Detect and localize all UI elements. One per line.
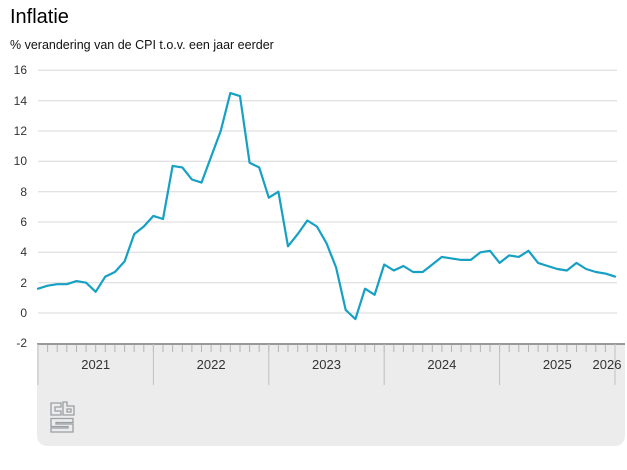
y-axis-label: 2 [20,275,27,290]
chart-title: Inflatie [10,6,69,28]
x-axis-year-label: 2026 [592,357,622,372]
chart-subtitle: % verandering van de CPI t.o.v. een jaar… [10,38,274,52]
x-axis-year-label: 2023 [312,357,341,372]
x-axis-year-label: 2022 [196,357,226,372]
inflation-line [36,91,617,321]
y-axis-label: 16 [13,63,27,78]
y-axis-label: 14 [13,93,27,108]
y-axis-label: 10 [13,154,27,169]
x-axis-year-label: 2021 [81,357,111,372]
x-axis-year-label: 2025 [542,357,572,372]
x-axis-year-label: 2024 [427,357,457,372]
y-axis-label: 12 [13,124,27,138]
y-axis-label: 8 [20,184,27,199]
y-axis-label: 0 [20,306,27,320]
y-axis-label: -2 [16,336,27,351]
y-axis-label: 4 [20,245,27,260]
x-axis-band [37,343,625,446]
y-axis-label: 6 [20,215,27,229]
